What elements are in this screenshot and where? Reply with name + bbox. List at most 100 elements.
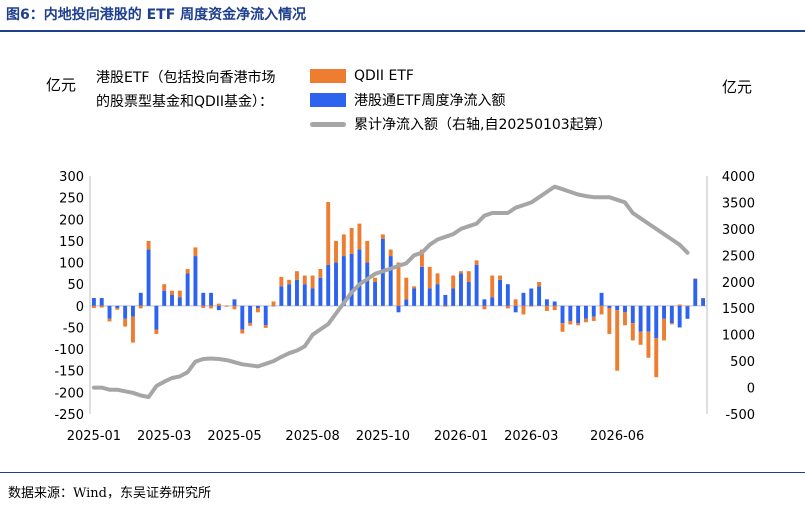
bar-qdii — [255, 307, 260, 313]
bar-hk-connect — [302, 284, 307, 306]
bar-qdii — [435, 273, 440, 285]
x-tick-label: 2026-01 — [434, 429, 488, 444]
bar-qdii — [560, 323, 565, 332]
bar-hk-connect — [357, 249, 362, 306]
bar-hk-connect — [552, 301, 557, 306]
bar-qdii — [412, 286, 417, 289]
bar-qdii — [170, 290, 174, 295]
bar-hk-connect — [240, 305, 245, 330]
bar-hk-connect — [412, 288, 417, 306]
bar-qdii — [498, 275, 502, 280]
y-left-tick-label: 200 — [59, 213, 84, 228]
title-rule — [0, 30, 805, 32]
bar-hk-connect — [435, 284, 440, 306]
bar-hk-connect — [482, 299, 487, 306]
bar-qdii — [365, 240, 370, 263]
bar-qdii — [287, 279, 292, 285]
bar-hk-connect — [701, 298, 706, 306]
bar-qdii — [263, 325, 268, 328]
bar-hk-connect — [310, 288, 315, 306]
bar-hk-connect — [170, 295, 174, 306]
bar-qdii — [123, 318, 128, 327]
bar-hk-connect — [131, 305, 135, 317]
bar-qdii — [677, 304, 682, 306]
bar-qdii — [326, 201, 331, 265]
bar-hk-connect — [177, 297, 182, 306]
bar-qdii — [459, 271, 463, 274]
bar-qdii — [583, 318, 588, 323]
bar-qdii — [177, 290, 182, 298]
bar-qdii — [373, 277, 378, 283]
y-right-tick-label: 3000 — [722, 223, 755, 238]
bar-hk-connect — [341, 256, 346, 306]
bar-hk-connect — [287, 284, 292, 306]
bar-qdii — [310, 275, 315, 289]
bar-qdii — [209, 305, 214, 309]
bar-hk-connect — [513, 305, 518, 313]
bar-hk-connect — [685, 305, 690, 319]
bar-hk-connect — [591, 305, 596, 317]
bar-qdii — [248, 323, 253, 326]
bar-hk-connect — [607, 305, 612, 308]
bar-hk-connect — [201, 292, 206, 306]
bar-qdii — [349, 227, 354, 254]
y-left-tick-label: -150 — [54, 365, 84, 380]
bar-hk-connect — [396, 305, 401, 313]
bar-qdii — [162, 284, 167, 291]
right-axis-unit: 亿元 — [722, 78, 753, 96]
bar-qdii — [529, 305, 534, 307]
bar-hk-connect — [295, 279, 299, 306]
bar-hk-connect — [474, 264, 479, 306]
bar-hk-connect — [568, 305, 573, 321]
bar-qdii — [224, 305, 229, 307]
bar-qdii — [638, 331, 643, 345]
source-rule — [0, 472, 805, 473]
bar-qdii — [185, 269, 190, 274]
y-left-tick-label: 250 — [59, 192, 84, 207]
bar-hk-connect — [209, 292, 214, 306]
bar-qdii — [623, 312, 627, 326]
bar-qdii — [279, 276, 284, 287]
bar-hk-connect — [490, 297, 495, 306]
bar-hk-connect — [232, 299, 237, 306]
bar-hk-connect — [216, 305, 221, 311]
line-cumulative — [91, 184, 690, 400]
bar-qdii — [91, 305, 96, 308]
bar-qdii — [295, 271, 299, 280]
y-right-tick-label: 1000 — [722, 329, 755, 344]
bar-qdii — [302, 275, 307, 285]
y-left-tick-label: -100 — [54, 343, 84, 358]
bar-hk-connect — [388, 256, 393, 306]
figure-title: 图6：内地投向港股的 ETF 周度资金净流入情况 — [6, 7, 307, 23]
legend-swatch-hk-connect — [310, 93, 346, 107]
bar-qdii — [131, 316, 135, 343]
bar-hk-connect — [334, 262, 338, 306]
x-tick-label: 2025-10 — [356, 429, 410, 444]
bar-qdii — [146, 240, 151, 250]
legend-label-cumulative: 累计净流入额（右轴,自20250103起算） — [354, 117, 612, 133]
bar-qdii — [240, 329, 245, 334]
legend-swatch-qdii — [310, 69, 346, 83]
bar-hk-connect — [662, 305, 666, 319]
y-right-tick-label: 1500 — [722, 302, 755, 317]
bar-hk-connect — [638, 305, 643, 332]
bar-hk-connect — [443, 295, 448, 306]
bar-hk-connect — [576, 305, 581, 324]
bar-qdii — [701, 298, 706, 299]
bar-qdii — [193, 247, 198, 257]
bar-hk-connect — [279, 286, 284, 306]
bar-hk-connect — [255, 305, 260, 308]
bar-hk-connect — [263, 305, 268, 326]
bar-hk-connect — [451, 288, 456, 306]
bar-hk-connect — [498, 279, 502, 306]
bar-qdii — [427, 266, 432, 289]
bar-qdii — [232, 305, 237, 310]
bar-qdii — [490, 275, 495, 298]
y-right-tick-label: 500 — [730, 355, 755, 370]
bar-hk-connect — [419, 266, 424, 306]
bar-hk-connect — [99, 298, 104, 306]
bar-qdii — [505, 305, 510, 309]
x-tick-label: 2025-05 — [207, 429, 261, 444]
y-right-tick-label: 0 — [747, 382, 755, 397]
